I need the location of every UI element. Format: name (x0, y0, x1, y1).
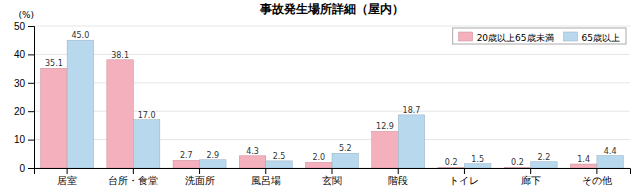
plot: 0 10 20 30 40 50 居室 台所・食堂 洗面所 風呂場 玄関 階段 トイレ 廊下 その他 35.1… (14, 21, 631, 186)
tick-mark (28, 83, 34, 84)
tick-label: トイレ (449, 175, 479, 186)
tick-label: 台所・食堂 (108, 175, 158, 186)
bar (597, 156, 623, 168)
legend-item: 20歳以上65歳未満 (459, 32, 554, 43)
data-label: 0.2 (445, 158, 458, 167)
bar (173, 160, 199, 168)
bar (133, 120, 159, 168)
tick-mark (332, 168, 333, 174)
tick-label: 玄関 (322, 175, 342, 186)
chart: 0 10 20 30 40 50 居室 台所・食堂 洗面所 風呂場 玄関 階段 トイレ 廊下 その他 35.1… (0, 0, 640, 188)
data-label: 17.0 (138, 111, 156, 120)
bar (41, 68, 67, 168)
tick-label: 10 (14, 134, 26, 145)
tick-label: 30 (14, 78, 26, 89)
x-axis: 居室 台所・食堂 洗面所 風呂場 玄関 階段 トイレ 廊下 その他 (35, 168, 631, 186)
data-label: 2.7 (180, 151, 193, 160)
tick-label: 洗面所 (185, 175, 215, 186)
tick: 30 (14, 78, 34, 89)
tick-label: 50 (14, 21, 26, 32)
legend-swatch (564, 32, 578, 41)
bar (67, 40, 93, 168)
bar (531, 162, 557, 168)
data-labels: 35.1 38.1 2.7 4.3 2.0 12.9 0.2 0.2 1.4 45.0 17.0 2.… (45, 31, 617, 167)
axis-line (35, 169, 631, 175)
tick: 0 (19, 163, 34, 174)
legend-label: 20歳以上65歳未満 (477, 33, 554, 43)
data-label: 38.1 (111, 51, 129, 60)
tick: 玄関 (322, 168, 342, 186)
data-label: 5.2 (339, 144, 352, 153)
data-label: 2.2 (538, 153, 551, 162)
legend: 20歳以上65歳未満 65歳以上 (453, 28, 626, 44)
legend-swatch (459, 32, 473, 41)
bar (306, 162, 332, 168)
bar (107, 60, 133, 168)
grid-line (34, 26, 630, 27)
tick-label: 廊下 (521, 175, 541, 186)
legend-box (453, 28, 626, 44)
tick-mark (133, 168, 134, 174)
bar (200, 160, 226, 168)
tick: 洗面所 (185, 168, 215, 186)
tick: 10 (14, 134, 34, 145)
tick: 台所・食堂 (108, 168, 158, 186)
tick-mark (464, 168, 465, 174)
bar (239, 156, 265, 168)
data-label: 1.5 (471, 155, 484, 164)
data-label: 35.1 (45, 59, 63, 68)
legend-label: 65歳以上 (582, 33, 620, 43)
bar (372, 131, 398, 168)
tick-mark (28, 111, 34, 112)
data-label: 4.4 (604, 147, 617, 156)
axis-title: (%) (18, 10, 34, 20)
data-label: 2.9 (206, 151, 219, 160)
tick: 20 (14, 106, 34, 117)
tick-mark (67, 168, 68, 174)
tick: 廊下 (521, 168, 541, 186)
tick-mark (28, 54, 34, 55)
bar (398, 115, 424, 168)
tick-mark (28, 140, 34, 141)
data-label: 1.4 (577, 155, 590, 164)
tick-label: 居室 (57, 175, 77, 186)
tick-mark (199, 168, 200, 174)
data-label: 18.7 (403, 106, 421, 115)
title: 事故発生場所詳細（屋内） (259, 2, 404, 16)
tick-label: 階段 (388, 175, 408, 186)
data-label: 2.0 (312, 153, 325, 162)
tick-label: 40 (14, 49, 26, 60)
grid (34, 26, 630, 168)
tick-label: その他 (582, 175, 612, 186)
tick-mark (265, 168, 266, 174)
tick-mark (28, 168, 34, 169)
tick: 50 (14, 21, 34, 32)
tick-label: 風呂場 (251, 175, 281, 186)
data-label: 4.3 (246, 147, 259, 156)
tick-mark (398, 168, 399, 174)
legend-item: 65歳以上 (564, 32, 620, 43)
axis-line (28, 27, 35, 169)
data-label: 2.5 (273, 152, 286, 161)
tick-label: 20 (14, 106, 26, 117)
tick-mark (596, 168, 597, 174)
tick-mark (530, 168, 531, 174)
bar (266, 161, 292, 168)
data-label: 0.2 (511, 158, 524, 167)
bar (464, 164, 490, 168)
bars (41, 40, 624, 168)
data-label: 12.9 (376, 122, 394, 131)
data-label: 45.0 (71, 31, 89, 40)
tick: その他 (582, 168, 612, 186)
tick: トイレ (449, 168, 479, 186)
tick: 風呂場 (251, 168, 281, 186)
tick: 40 (14, 49, 34, 60)
bar (570, 164, 596, 168)
tick: 階段 (388, 168, 408, 186)
bar (332, 153, 358, 168)
tick-label: 0 (19, 163, 25, 174)
tick: 居室 (57, 168, 77, 186)
tick-mark (28, 26, 34, 27)
y-axis: 0 10 20 30 40 50 (14, 21, 35, 174)
